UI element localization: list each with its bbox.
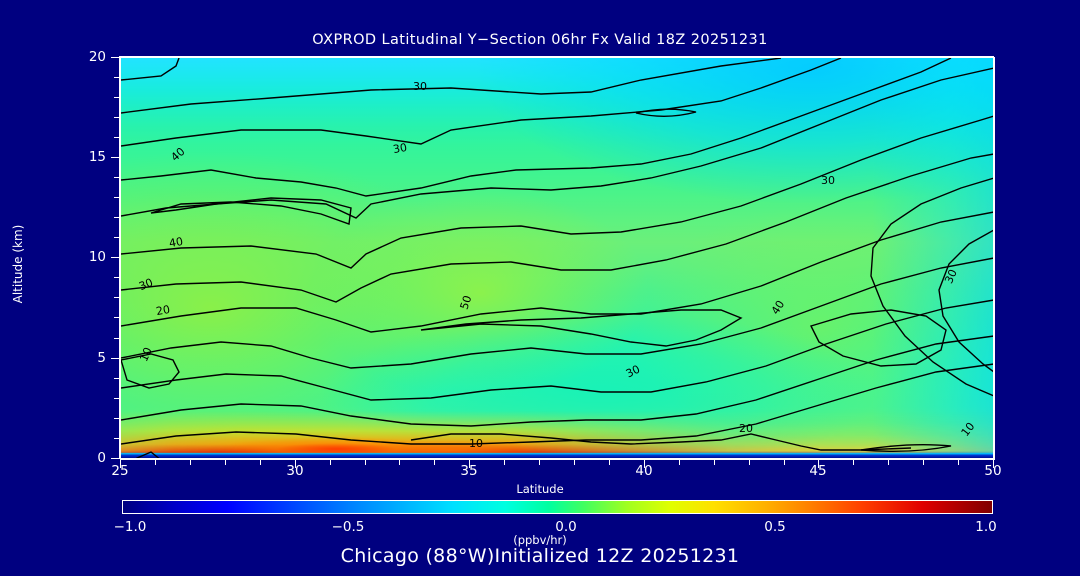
colorbar-tick-label: 0.0 <box>555 519 577 535</box>
plot-area: 30 30 40 30 40 50 40 30 30 20 30 10 10 2… <box>120 57 995 460</box>
contour-lines <box>121 58 994 459</box>
y-tick-label: 0 <box>97 450 106 466</box>
contour-label: 20 <box>739 422 753 435</box>
colorbar <box>122 500 993 514</box>
chart-caption: Chicago (88°W)Initialized 12Z 20251231 <box>340 545 740 567</box>
colorbar-units: (ppbv/hr) <box>513 533 567 547</box>
colorbar-tick-label: −1.0 <box>113 519 147 535</box>
x-tick-label: 25 <box>111 463 129 479</box>
y-tick-label: 5 <box>97 350 106 366</box>
contour-label: 40 <box>167 234 185 251</box>
chart-title: OXPROD Latitudinal Y−Section 06hr Fx Val… <box>312 32 768 48</box>
y-axis-title: Altitude (km) <box>11 224 25 304</box>
contour-label: 30 <box>413 80 427 93</box>
y-tick-label: 20 <box>88 49 106 65</box>
x-tick-label: 50 <box>984 463 1002 479</box>
y-tick-label: 15 <box>88 149 106 165</box>
field-surface-blue-sliver <box>121 58 994 459</box>
x-tick-label: 35 <box>460 463 478 479</box>
contour-label: 30 <box>821 174 835 187</box>
y-tick-label: 10 <box>88 249 106 265</box>
contour-label: 30 <box>391 140 409 157</box>
x-tick-label: 45 <box>809 463 827 479</box>
colorbar-tick-label: −0.5 <box>331 519 365 535</box>
x-axis-title: Latitude <box>516 482 564 496</box>
contour-label: 20 <box>154 302 172 319</box>
colorbar-tick-label: 1.0 <box>975 519 997 535</box>
x-tick-label: 30 <box>286 463 304 479</box>
x-tick-label: 40 <box>635 463 653 479</box>
colorbar-tick-label: 0.5 <box>764 519 786 535</box>
contour-label: 10 <box>469 437 483 450</box>
